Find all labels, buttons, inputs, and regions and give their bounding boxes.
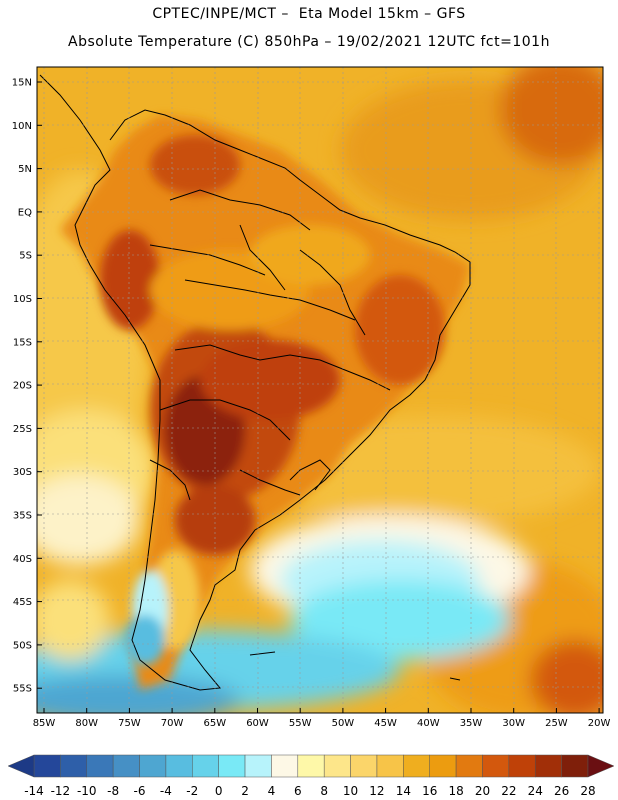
colorbar-label: 6 [294, 784, 302, 798]
colorbar-swatch [323, 754, 351, 778]
colorbar-label: 0 [215, 784, 223, 798]
colorbar-swatch [429, 754, 457, 778]
lon-label: 85W [33, 718, 56, 729]
colorbar-label: 8 [320, 784, 328, 798]
lon-label: 45W [374, 718, 397, 729]
lat-label: 10N [12, 121, 32, 132]
colorbar-swatch [561, 754, 589, 778]
colorbar-label: 24 [528, 784, 543, 798]
lat-label: 40S [13, 554, 32, 565]
colorbar-swatch [86, 754, 114, 778]
colorbar [7, 754, 615, 778]
colorbar-label: 10 [343, 784, 358, 798]
colorbar-label: 4 [268, 784, 276, 798]
colorbar-swatch [60, 754, 88, 778]
lon-label: 25W [545, 718, 568, 729]
colorbar-swatch [218, 754, 246, 778]
colorbar-swatch [297, 754, 325, 778]
lat-label: 10S [13, 294, 32, 305]
colorbar-swatch [244, 754, 272, 778]
colorbar-swatch [508, 754, 536, 778]
lat-label: 20S [13, 381, 32, 392]
colorbar-swatch [271, 754, 299, 778]
colorbar-label: -6 [134, 784, 146, 798]
longitude-labels: 85W 80W 75W 70W 65W 60W 55W 50W 45W 40W 35W 30W 25W 2… [33, 708, 611, 729]
colorbar-swatch [139, 754, 167, 778]
colorbar-swatch [482, 754, 510, 778]
colorbar-high-arrow [587, 754, 615, 778]
lon-label: 75W [118, 718, 141, 729]
colorbar-label: -4 [160, 784, 172, 798]
colorbar-label: 26 [554, 784, 569, 798]
colorbar-swatch [403, 754, 430, 778]
coastline [39, 74, 471, 691]
lon-label: 55W [289, 718, 312, 729]
lat-label: 30S [13, 467, 32, 478]
lat-label: 15S [13, 337, 32, 348]
colorbar-swatch [534, 754, 562, 778]
colorbar-label: -12 [51, 784, 71, 798]
lon-label: 20W [588, 718, 611, 729]
colorbar-label: -10 [77, 784, 97, 798]
colorbar-label: 2 [241, 784, 249, 798]
lat-label: 45S [13, 597, 32, 608]
lat-label: 15N [12, 78, 32, 89]
lon-label: 50W [332, 718, 355, 729]
colorbar-swatch [33, 754, 61, 778]
latitude-labels: 15N 10N 5N EQ 5S 10S 15S 20S 25S 30S 35S 40S 45S 50S 5… [12, 78, 42, 695]
colorbar-label: 28 [580, 784, 595, 798]
colorbar-swatch [112, 754, 140, 778]
map-frame [36, 66, 604, 714]
colorbar-swatch [350, 754, 378, 778]
lat-label: 50S [13, 640, 32, 651]
lon-label: 30W [502, 718, 525, 729]
colorbar-label: 14 [396, 784, 411, 798]
lat-label: 55S [13, 684, 32, 695]
colorbar-label: 12 [369, 784, 384, 798]
lat-label: 5N [18, 164, 32, 175]
lat-label: 25S [13, 424, 32, 435]
graticule [37, 67, 603, 713]
colorbar-label: -14 [24, 784, 44, 798]
colorbar-label: 16 [422, 784, 437, 798]
lon-label: 65W [203, 718, 226, 729]
lon-label: 40W [417, 718, 440, 729]
map-subtitle: Absolute Temperature (C) 850hPa – 19/02/… [68, 34, 550, 50]
colorbar-swatch [165, 754, 193, 778]
lon-label: 80W [75, 718, 98, 729]
lat-label: EQ [18, 207, 32, 218]
colorbar-label: 20 [475, 784, 490, 798]
colorbar-swatch [376, 754, 404, 778]
colorbar-labels: -14 -12 -10 -8 -6 -4 -2 0 2 4 6 8 10 12 14 16 18 20 22 24 26… [24, 784, 595, 798]
colorbar-label: -2 [186, 784, 198, 798]
colorbar-label: 18 [448, 784, 463, 798]
lat-label: 35S [13, 511, 32, 522]
map-title: CPTEC/INPE/MCT – Eta Model 15km – GFS [152, 6, 466, 22]
colorbar-label: -8 [107, 784, 119, 798]
colorbar-swatch [192, 754, 219, 778]
colorbar-swatch [455, 754, 483, 778]
colorbar-label: 22 [501, 784, 516, 798]
temperature-field [37, 67, 603, 713]
lon-label: 70W [161, 718, 184, 729]
lon-label: 60W [246, 718, 269, 729]
colorbar-low-arrow [7, 754, 35, 778]
lon-label: 35W [460, 718, 483, 729]
lat-label: 5S [19, 251, 32, 262]
